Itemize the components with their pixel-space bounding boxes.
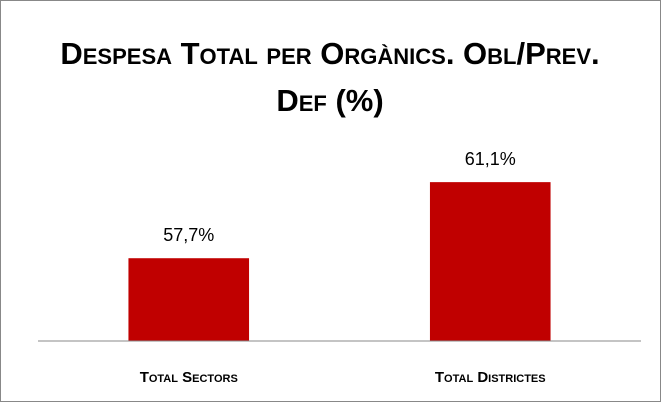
bar bbox=[128, 258, 250, 341]
chart-title: Despesa Total per Orgànics. Obl/Prev. De… bbox=[60, 36, 600, 118]
x-tick-label: Total Sectors bbox=[140, 369, 238, 386]
bar bbox=[429, 182, 551, 341]
data-label: 57,7% bbox=[163, 225, 214, 245]
data-label: 61,1% bbox=[465, 149, 516, 169]
x-tick-label: Total Districtes bbox=[435, 369, 546, 386]
